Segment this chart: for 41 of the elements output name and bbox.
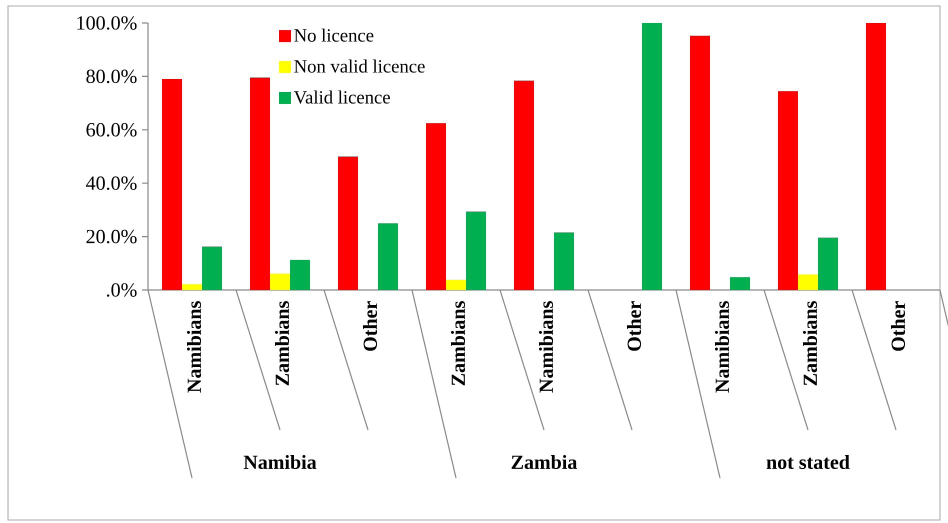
legend-label: No licence [294, 28, 374, 42]
bar [866, 22, 886, 290]
legend-label: Non valid licence [294, 60, 425, 73]
bar [798, 274, 818, 290]
bar [290, 260, 310, 290]
bar [182, 284, 202, 290]
bar [202, 246, 222, 290]
bar [514, 80, 534, 290]
bar [554, 232, 574, 290]
x-tick-label: Other [362, 301, 378, 351]
bar [162, 79, 182, 290]
y-tick-label: 80.0% [86, 70, 137, 84]
x-tick-label: Other [626, 301, 642, 351]
y-tick-label: 20.0% [86, 230, 137, 244]
x-tick-label: Zambians [802, 301, 818, 386]
text: Namibia [244, 454, 316, 470]
bar [690, 36, 710, 290]
y-tick-label: 40.0% [86, 176, 137, 190]
bar [446, 280, 466, 290]
bar [466, 211, 486, 290]
bar [250, 77, 270, 290]
y-tick-label: 60.0% [86, 123, 137, 137]
bar [270, 273, 290, 290]
bar [378, 223, 398, 290]
bar [778, 91, 798, 290]
x-tick-label: Namibians [714, 301, 730, 393]
x-tick-label: Other [890, 301, 906, 351]
x-tick-label: Namibians [186, 301, 202, 393]
bar [818, 238, 838, 290]
y-tick-label: 100.0% [77, 16, 137, 30]
bar [642, 22, 662, 290]
text: Zambia [512, 454, 578, 470]
bar [730, 277, 750, 290]
x-tick-label: Zambians [274, 301, 290, 386]
y-tick-label: .0% [106, 283, 137, 297]
text: not stated [766, 454, 850, 470]
bar [338, 156, 358, 290]
x-tick-label: Zambians [450, 301, 466, 386]
bar [426, 123, 446, 290]
x-tick-label: Namibians [538, 301, 554, 393]
legend-label: Valid licence [294, 90, 390, 104]
